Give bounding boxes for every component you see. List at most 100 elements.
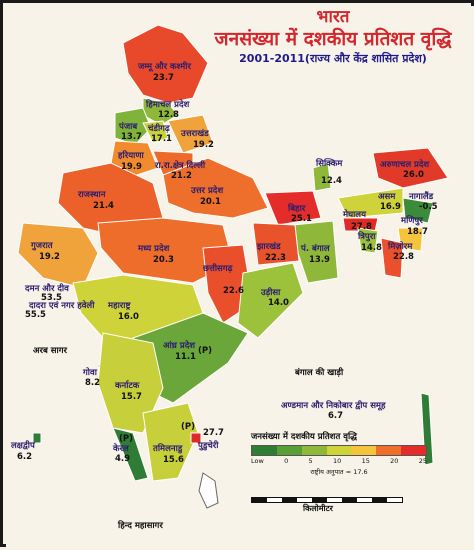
value-mizoram: 22.8: [393, 252, 414, 262]
legend-tick-4: 15: [361, 457, 370, 465]
value-tripura: 14.8: [361, 243, 382, 253]
value-bihar: 25.1: [291, 214, 312, 224]
region-jammu-kashmir[interactable]: [122, 24, 209, 104]
value-sikkim: 12.4: [321, 176, 342, 186]
region-puducherry[interactable]: [190, 432, 202, 444]
value-meghalaya: 27.8: [351, 222, 372, 232]
value-lakshadweep: 6.2: [17, 452, 32, 462]
legend-tick-1: 0: [284, 457, 289, 465]
legend-swatch-3: [326, 446, 352, 455]
legend-swatch-2: [301, 446, 327, 455]
legend-title: जनसंख्या में दशकीय प्रतिशत वृद्धि: [251, 432, 357, 442]
legend-swatch-0: [252, 446, 277, 455]
value-orissa: 14.0: [268, 298, 289, 308]
legend-swatch-6: [401, 446, 427, 455]
region-arunachal[interactable]: [372, 147, 449, 189]
legend-color-bar: [251, 445, 427, 456]
title-line-1: भारत: [316, 7, 350, 27]
region-shapes: [17, 24, 449, 482]
region-tripura[interactable]: [357, 227, 379, 254]
region-chandigarh[interactable]: [142, 120, 169, 144]
sri-lanka-shape: [198, 472, 219, 509]
region-jharkhand[interactable]: [252, 222, 300, 266]
region-manipur[interactable]: [397, 227, 424, 252]
legend-tick-6: 25: [418, 457, 427, 465]
label-nagaland: नागालैंड: [408, 191, 434, 202]
value-assam: 16.9: [380, 202, 401, 212]
legend-tick-0: Low: [251, 457, 264, 465]
region-kerala[interactable]: [112, 427, 149, 482]
sea-indian-ocean: हिन्द महासागर: [117, 520, 163, 531]
region-orissa[interactable]: [237, 262, 304, 339]
value-arunachal: 26.0: [403, 170, 424, 180]
legend-ticks: Low 0 5 10 15 20 25: [251, 457, 427, 465]
value-manipur: 18.7: [407, 227, 428, 237]
legend-tick-2: 5: [308, 457, 313, 465]
label-arunachal: अरुणाचल प्रदेश: [380, 159, 430, 170]
region-bihar[interactable]: [264, 190, 322, 226]
value-west-bengal: 13.9: [309, 255, 330, 265]
label-madhya-pradesh: मध्य प्रदेश: [137, 243, 171, 254]
value-kerala: 4.9: [115, 454, 130, 464]
label-chandigarh: चंडीगढ़: [147, 123, 171, 134]
value-uttar-pradesh: 20.1: [200, 197, 221, 207]
title-line-2: जनसंख्या में दशकीय प्रतिशत वृद्धि: [214, 28, 452, 50]
legend-swatch-1: [276, 446, 302, 455]
label-andaman-nicobar: अण्डमान और निकोबार द्वीप समूह: [281, 400, 386, 411]
legend-swatch-4: [351, 446, 377, 455]
legend-tick-3: 10: [332, 457, 342, 465]
label-puducherry: पुडुचेरी: [197, 440, 219, 451]
region-nagaland[interactable]: [402, 197, 434, 224]
scale-label: किलोमीटर: [303, 504, 333, 513]
marker-p-3: (P): [119, 434, 133, 444]
label-lakshadweep: लक्षद्वीप: [10, 440, 36, 451]
india-map: जम्मू और कश्मीर 23.7 हिमाचल प्रदेश 12.8 …: [6, 6, 474, 547]
label-tamil-nadu: तमिलनाडु: [152, 443, 183, 454]
value-delhi: 21.2: [171, 171, 192, 181]
map-title: भारत जनसंख्या में दशकीय प्रतिशत वृद्धि 2…: [193, 7, 473, 67]
label-manipur: मणिपुर: [400, 215, 423, 226]
value-karnataka: 15.7: [121, 392, 142, 402]
value-andaman-nicobar: 6.7: [328, 411, 343, 421]
label-karnataka: कर्नाटक: [114, 380, 140, 391]
label-jammu-kashmir: जम्मू और कश्मीर: [137, 61, 191, 72]
region-lakshadweep[interactable]: [32, 432, 42, 444]
label-himachal: हिमाचल प्रदेश: [145, 99, 190, 110]
label-kerala: केरल: [112, 443, 130, 454]
region-mizoram[interactable]: [380, 237, 404, 279]
value-tamil-nadu: 15.6: [163, 455, 184, 465]
value-dadra-nagar-haveli: 55.5: [25, 310, 46, 320]
label-rajasthan: राजस्थान: [77, 190, 107, 200]
legend: जनसंख्या में दशकीय प्रतिशत वृद्धि Low 0 5 1…: [251, 431, 427, 476]
scale-bar: [251, 497, 403, 503]
value-puducherry: 27.7: [203, 428, 224, 438]
value-punjab: 13.7: [121, 132, 142, 142]
label-sikkim: सिक्किम: [315, 158, 343, 169]
label-meghalaya: मेघालय: [342, 209, 367, 220]
label-assam: असम: [378, 192, 396, 202]
legend-national-average: राष्ट्रीय अनुपात = 17.6: [310, 468, 368, 476]
marker-p-2: (P): [181, 422, 195, 432]
label-haryana: हरियाणा: [117, 150, 144, 161]
title-line-3: 2001-2011(राज्य और केंद्र शासित प्रदेश): [239, 52, 427, 65]
value-himachal: 12.8: [158, 110, 179, 120]
label-orissa: उड़ीसा: [260, 287, 281, 298]
region-punjab[interactable]: [114, 107, 152, 146]
value-madhya-pradesh: 20.3: [153, 255, 174, 265]
value-maharashtra: 16.0: [118, 312, 139, 322]
region-karnataka[interactable]: [97, 332, 164, 434]
region-tamil-nadu[interactable]: [142, 402, 199, 482]
value-andhra-pradesh: 11.1: [175, 352, 196, 362]
legend-tick-5: 20: [390, 457, 399, 465]
sea-bay-of-bengal: बंगाल की खाड़ी: [294, 367, 344, 378]
value-haryana: 19.9: [121, 162, 142, 172]
value-uttarakhand: 19.2: [193, 140, 214, 150]
region-sikkim[interactable]: [312, 162, 332, 192]
region-assam[interactable]: [337, 187, 404, 219]
region-uttar-pradesh[interactable]: [162, 157, 269, 219]
label-maharashtra: महाराष्ट्र: [107, 301, 131, 311]
label-gujarat: गुजरात: [30, 241, 54, 251]
region-uttarakhand[interactable]: [167, 114, 214, 154]
label-jharkhand: झारखंड: [256, 241, 281, 252]
